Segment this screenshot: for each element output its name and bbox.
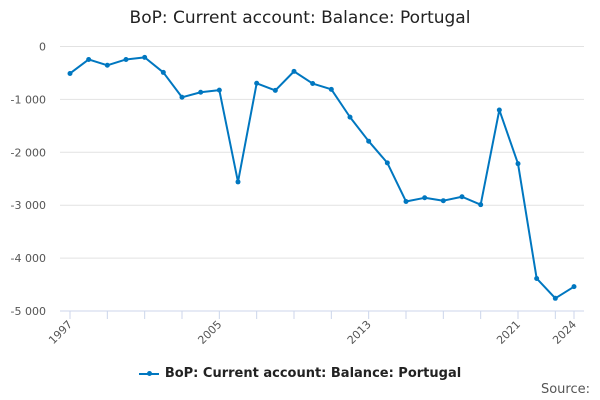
data-point	[515, 161, 521, 167]
x-tick-label: 2013	[345, 318, 374, 347]
source-label: Source:	[540, 382, 590, 397]
y-tick-label: -4 000	[11, 252, 46, 265]
data-point	[291, 68, 297, 74]
legend[interactable]: BoP: Current account: Balance: Portugal	[0, 366, 600, 381]
x-tick-label: 2024	[550, 318, 579, 347]
data-point	[496, 107, 502, 113]
data-point	[123, 56, 129, 62]
data-point	[478, 202, 484, 208]
data-point	[272, 87, 278, 93]
y-tick-label: -1 000	[11, 93, 46, 106]
data-point	[328, 86, 334, 92]
data-point	[422, 195, 428, 201]
data-point	[179, 94, 185, 100]
data-point	[235, 179, 241, 185]
legend-swatch	[138, 370, 159, 376]
y-tick-label: -3 000	[11, 199, 46, 212]
data-point	[403, 198, 409, 204]
data-point	[160, 69, 166, 75]
data-point	[347, 114, 353, 120]
data-point	[216, 87, 222, 93]
chart-title: BoP: Current account: Balance: Portugal	[129, 8, 471, 28]
x-tick-label: 2005	[195, 318, 224, 347]
data-point	[104, 62, 110, 68]
data-point	[552, 295, 558, 301]
data-point	[534, 275, 540, 281]
data-point	[86, 56, 92, 62]
data-point	[254, 80, 260, 86]
x-tick-label: 2021	[494, 318, 523, 347]
data-point	[310, 81, 316, 87]
x-tick-label: 1997	[46, 318, 75, 347]
series-line	[69, 56, 575, 300]
legend-label: BoP: Current account: Balance: Portugal	[164, 366, 462, 381]
data-point	[67, 70, 73, 76]
data-point	[459, 194, 465, 200]
y-tick-label: 0	[39, 41, 46, 54]
data-point	[384, 160, 390, 166]
data-point	[440, 198, 446, 204]
data-point	[366, 138, 372, 144]
y-tick-label: -2 000	[11, 146, 46, 159]
data-point	[198, 89, 204, 95]
data-point	[571, 284, 577, 290]
data-point	[142, 54, 148, 60]
y-tick-label: -5 000	[11, 305, 46, 318]
